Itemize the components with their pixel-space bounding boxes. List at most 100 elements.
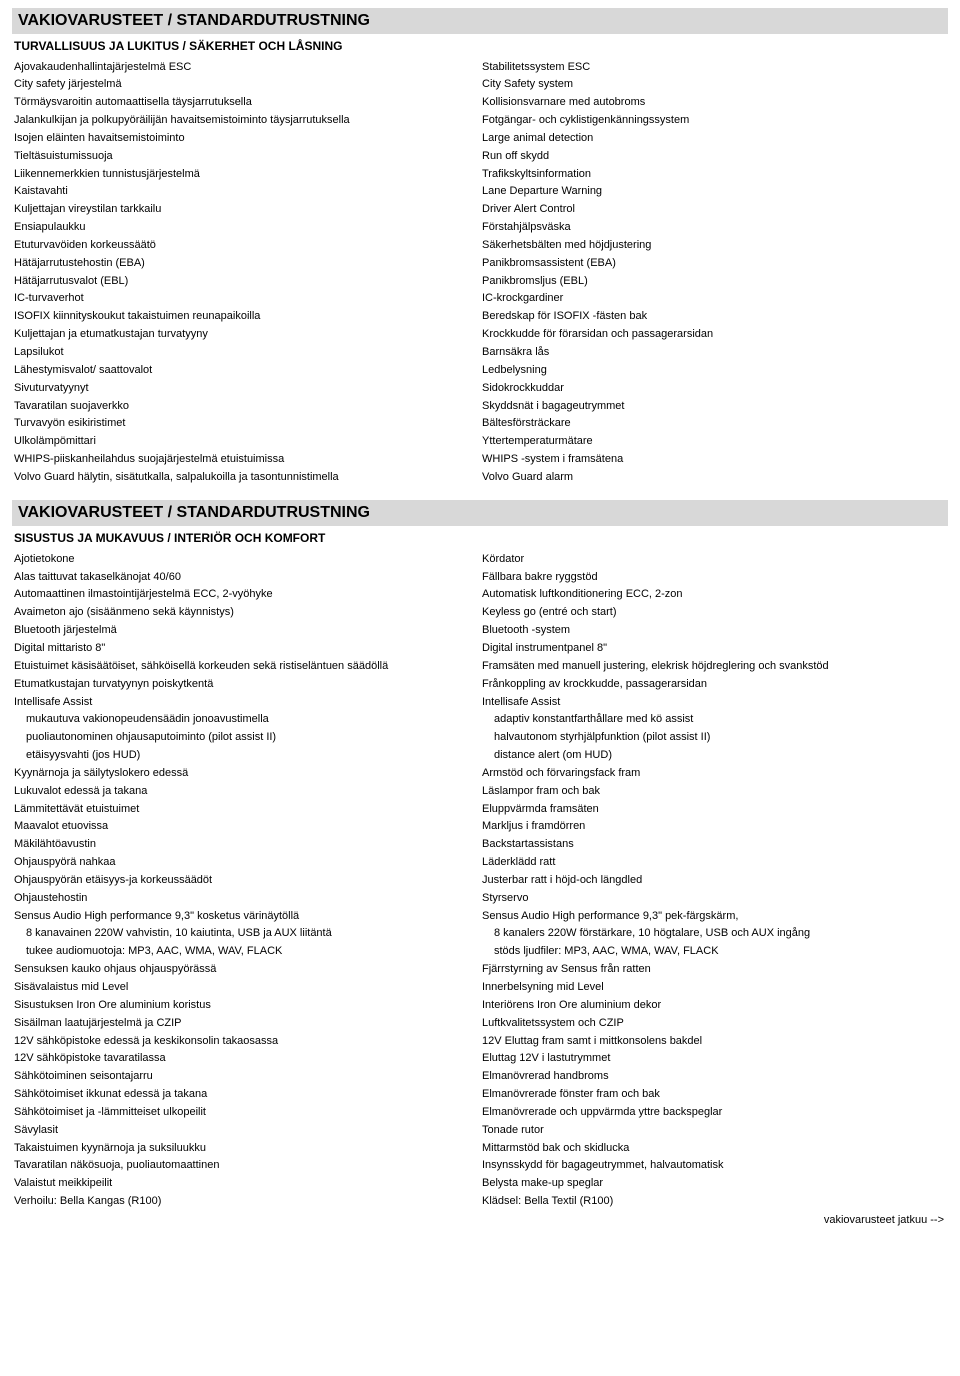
spec-fi: Maavalot etuovissa: [12, 818, 480, 836]
spec-row: tukee audiomuotoja: MP3, AAC, WMA, WAV, …: [12, 943, 948, 961]
spec-sv: WHIPS -system i framsätena: [480, 451, 948, 469]
spec-row: mukautuva vakionopeudensäädin jonoavusti…: [12, 711, 948, 729]
spec-sv: Armstöd och förvaringsfack fram: [480, 764, 948, 782]
spec-row: EnsiapulaukkuFörstahjälpsväska: [12, 219, 948, 237]
spec-fi: ISOFIX kiinnityskoukut takaistuimen reun…: [12, 308, 480, 326]
spec-sv: Sensus Audio High performance 9,3" pek-f…: [480, 907, 948, 925]
spec-sv: Frånkoppling av krockkudde, passagerarsi…: [480, 675, 948, 693]
spec-row: Kyynärnoja ja säilytyslokero edessäArmst…: [12, 764, 948, 782]
spec-row: 12V sähköpistoke edessä ja keskikonsolin…: [12, 1032, 948, 1050]
spec-row: SävylasitTonade rutor: [12, 1121, 948, 1139]
spec-sv: Panikbromsljus (EBL): [480, 272, 948, 290]
spec-sv: Kollisionsvarnare med autobroms: [480, 94, 948, 112]
spec-row: Törmäysvaroitin automaattisella täysjarr…: [12, 94, 948, 112]
spec-fi: Sävylasit: [12, 1121, 480, 1139]
spec-sv: Eluttag 12V i lastutrymmet: [480, 1050, 948, 1068]
spec-fi: Lämmitettävät etuistuimet: [12, 800, 480, 818]
spec-fi: Sähkötoiminen seisontajarru: [12, 1068, 480, 1086]
spec-sv: Luftkvalitetssystem och CZIP: [480, 1014, 948, 1032]
spec-sv: Interiörens Iron Ore aluminium dekor: [480, 996, 948, 1014]
spec-fi: Mäkilähtöavustin: [12, 836, 480, 854]
spec-row: Lähestymisvalot/ saattovalotLedbelysning: [12, 361, 948, 379]
spec-fi: Etuistuimet käsisäätöiset, sähköisellä k…: [12, 657, 480, 675]
spec-sv: stöds ljudfiler: MP3, AAC, WMA, WAV, FLA…: [480, 943, 948, 961]
spec-fi: IC-turvaverhot: [12, 290, 480, 308]
spec-sv: Läslampor fram och bak: [480, 782, 948, 800]
spec-sv: Intellisafe Assist: [480, 693, 948, 711]
spec-fi: 12V sähköpistoke edessä ja keskikonsolin…: [12, 1032, 480, 1050]
spec-sv: Klädsel: Bella Textil (R100): [480, 1193, 948, 1211]
spec-fi: Takaistuimen kyynärnoja ja suksiluukku: [12, 1139, 480, 1157]
spec-fi: mukautuva vakionopeudensäädin jonoavusti…: [12, 711, 480, 729]
spec-sv: Lane Departure Warning: [480, 183, 948, 201]
spec-fi: Digital mittaristo 8": [12, 639, 480, 657]
spec-fi: Isojen eläinten havaitsemistoiminto: [12, 129, 480, 147]
spec-sv: Mittarmstöd bak och skidlucka: [480, 1139, 948, 1157]
spec-fi: Sähkötoimiset ikkunat edessä ja takana: [12, 1086, 480, 1104]
spec-sv: Automatisk luftkonditionering ECC, 2-zon: [480, 586, 948, 604]
spec-row: Etuturvavöiden korkeussäätöSäkerhetsbält…: [12, 236, 948, 254]
spec-sv: Skyddsnät i bagageutrymmet: [480, 397, 948, 415]
spec-fi: Tavaratilan näkösuoja, puoliautomaattine…: [12, 1157, 480, 1175]
section1-body: Ajovakaudenhallintajärjestelmä ESCStabil…: [12, 58, 948, 486]
spec-row: Bluetooth järjestelmäBluetooth -system: [12, 622, 948, 640]
spec-fi: puoliautonominen ohjausaputoiminto (pilo…: [12, 729, 480, 747]
spec-fi: Valaistut meikkipeilit: [12, 1175, 480, 1193]
spec-fi: Törmäysvaroitin automaattisella täysjarr…: [12, 94, 480, 112]
spec-fi: Avaimeton ajo (sisäänmeno sekä käynnisty…: [12, 604, 480, 622]
spec-row: OhjaustehostinStyrservo: [12, 889, 948, 907]
spec-row: City safety järjestelmäCity Safety syste…: [12, 76, 948, 94]
spec-fi: Turvavyön esikiristimet: [12, 415, 480, 433]
spec-sv: Innerbelsyning mid Level: [480, 979, 948, 997]
spec-fi: Kaistavahti: [12, 183, 480, 201]
spec-sv: Trafikskyltsinformation: [480, 165, 948, 183]
spec-fi: Sivuturvatyynyt: [12, 379, 480, 397]
spec-row: Ohjauspyörä nahkaaLäderklädd ratt: [12, 854, 948, 872]
spec-row: Sisustuksen Iron Ore aluminium koristusI…: [12, 996, 948, 1014]
spec-fi: Sisävalaistus mid Level: [12, 979, 480, 997]
spec-row: Jalankulkijan ja polkupyöräilijän havait…: [12, 112, 948, 130]
spec-row: puoliautonominen ohjausaputoiminto (pilo…: [12, 729, 948, 747]
spec-fi: Sisäilman laatujärjestelmä ja CZIP: [12, 1014, 480, 1032]
spec-sv: Krockkudde för förarsidan och passagerar…: [480, 326, 948, 344]
spec-row: Lukuvalot edessä ja takanaLäslampor fram…: [12, 782, 948, 800]
spec-fi: Sensus Audio High performance 9,3" koske…: [12, 907, 480, 925]
section2-title: VAKIOVARUSTEET / STANDARDUTRUSTNING: [12, 500, 948, 526]
spec-sv: Elmanövrerad handbroms: [480, 1068, 948, 1086]
spec-sv: Bluetooth -system: [480, 622, 948, 640]
spec-fi: City safety järjestelmä: [12, 76, 480, 94]
spec-fi: Ohjauspyörän etäisyys-ja korkeussäädöt: [12, 871, 480, 889]
spec-row: Ajovakaudenhallintajärjestelmä ESCStabil…: [12, 58, 948, 76]
spec-row: UlkolämpömittariYttertemperaturmätare: [12, 433, 948, 451]
spec-sv: Förstahjälpsväska: [480, 219, 948, 237]
spec-fi: Ulkolämpömittari: [12, 433, 480, 451]
spec-fi: Bluetooth järjestelmä: [12, 622, 480, 640]
spec-sv: Fällbara bakre ryggstöd: [480, 568, 948, 586]
spec-row: 12V sähköpistoke tavaratilassaEluttag 12…: [12, 1050, 948, 1068]
spec-sv: Styrservo: [480, 889, 948, 907]
spec-row: Kuljettajan vireystilan tarkkailuDriver …: [12, 201, 948, 219]
spec-sv: Elmanövrerade och uppvärmda yttre backsp…: [480, 1103, 948, 1121]
spec-row: Avaimeton ajo (sisäänmeno sekä käynnisty…: [12, 604, 948, 622]
spec-row: Lämmitettävät etuistuimetEluppvärmda fra…: [12, 800, 948, 818]
spec-fi: Alas taittuvat takaselkänojat 40/60: [12, 568, 480, 586]
spec-row: Liikennemerkkien tunnistusjärjestelmäTra…: [12, 165, 948, 183]
spec-fi: Hätäjarrutustehostin (EBA): [12, 254, 480, 272]
spec-sv: Barnsäkra lås: [480, 344, 948, 362]
spec-row: Sisäilman laatujärjestelmä ja CZIPLuftkv…: [12, 1014, 948, 1032]
spec-fi: Ajotietokone: [12, 550, 480, 568]
spec-sv: Panikbromsassistent (EBA): [480, 254, 948, 272]
section1-subtitle: TURVALLISUUS JA LUKITUS / SÄKERHET OCH L…: [12, 36, 948, 58]
spec-fi: Tieltäsuistumissuoja: [12, 147, 480, 165]
spec-row: Sensuksen kauko ohjaus ohjauspyörässäFjä…: [12, 961, 948, 979]
spec-row: Automaattinen ilmastointijärjestelmä ECC…: [12, 586, 948, 604]
spec-fi: tukee audiomuotoja: MP3, AAC, WMA, WAV, …: [12, 943, 480, 961]
spec-row: Etuistuimet käsisäätöiset, sähköisellä k…: [12, 657, 948, 675]
spec-row: SivuturvatyynytSidokrockkuddar: [12, 379, 948, 397]
spec-row: Valaistut meikkipeilitBelysta make-up sp…: [12, 1175, 948, 1193]
spec-sv: adaptiv konstantfarthållare med kö assis…: [480, 711, 948, 729]
spec-fi: Ajovakaudenhallintajärjestelmä ESC: [12, 58, 480, 76]
spec-sv: Insynsskydd för bagageutrymmet, halvauto…: [480, 1157, 948, 1175]
spec-row: AjotietokoneKördator: [12, 550, 948, 568]
spec-sv: Elmanövrerade fönster fram och bak: [480, 1086, 948, 1104]
